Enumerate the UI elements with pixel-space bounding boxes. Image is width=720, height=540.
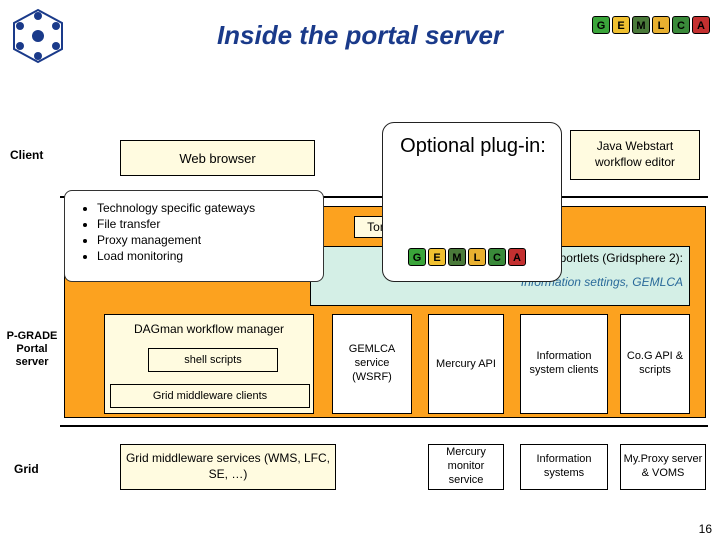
information-systems-box: Information systems [520, 444, 608, 490]
bullet-load: Load monitoring [97, 249, 317, 263]
puzzle2-m: M [448, 248, 466, 266]
client-label: Client [10, 148, 43, 162]
bullet-file-transfer: File transfer [97, 217, 317, 231]
cog-api-box: Co.G API & scripts [620, 314, 690, 414]
separator-server-grid [60, 425, 708, 427]
java-webstart-box: Java Webstart workflow editor [570, 130, 700, 180]
shell-scripts-box: shell scripts [148, 348, 278, 372]
web-browser-box: Web browser [120, 140, 315, 176]
puzzle-a: A [692, 16, 710, 34]
puzzle-c: C [672, 16, 690, 34]
grid-middleware-clients-box: Grid middleware clients [110, 384, 310, 408]
optional-plugin-text: Optional plug-in: [398, 134, 548, 159]
bullet-gateways: Technology specific gateways [97, 201, 317, 215]
mercury-monitor-box: Mercury monitor service [428, 444, 504, 490]
puzzle-e: E [612, 16, 630, 34]
puzzle-m: M [632, 16, 650, 34]
gemlca-service-box: GEMLCA service (WSRF) [332, 314, 412, 414]
bullet-proxy: Proxy management [97, 233, 317, 247]
myproxy-voms-box: My.Proxy server & VOMS [620, 444, 706, 490]
slide-number: 16 [699, 522, 712, 536]
grid-label: Grid [14, 462, 39, 476]
puzzle2-g: G [408, 248, 426, 266]
mercury-api-box: Mercury API [428, 314, 504, 414]
server-label: P-GRADE Portal server [2, 330, 62, 370]
gemlca-puzzle-icon: G E M L C A [592, 16, 710, 34]
puzzle2-l: L [468, 248, 486, 266]
puzzle-l: L [652, 16, 670, 34]
puzzle2-e: E [428, 248, 446, 266]
gateways-callout: Technology specific gateways File transf… [64, 190, 324, 282]
info-system-clients-box: Information system clients [520, 314, 608, 414]
puzzle2-a: A [508, 248, 526, 266]
puzzle2-c: C [488, 248, 506, 266]
grid-middleware-services-box: Grid middleware services (WMS, LFC, SE, … [120, 444, 336, 490]
gemlca-puzzle-icon-mid: G E M L C A [408, 248, 526, 266]
puzzle-g: G [592, 16, 610, 34]
dagman-title: DAGman workflow manager [108, 322, 310, 336]
